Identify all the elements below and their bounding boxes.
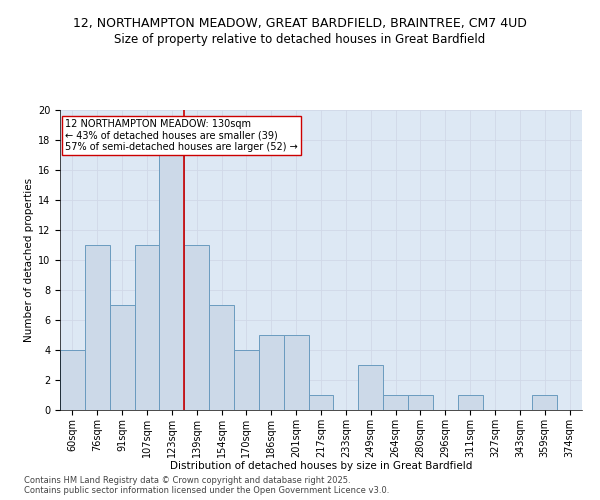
- X-axis label: Distribution of detached houses by size in Great Bardfield: Distribution of detached houses by size …: [170, 461, 472, 471]
- Bar: [284, 335, 308, 410]
- Y-axis label: Number of detached properties: Number of detached properties: [24, 178, 34, 342]
- Bar: [308, 395, 334, 410]
- Bar: [110, 305, 134, 410]
- Bar: [358, 365, 383, 410]
- Bar: [259, 335, 284, 410]
- Bar: [134, 245, 160, 410]
- Bar: [209, 305, 234, 410]
- Bar: [184, 245, 209, 410]
- Bar: [532, 395, 557, 410]
- Bar: [60, 350, 85, 410]
- Text: Contains HM Land Registry data © Crown copyright and database right 2025.
Contai: Contains HM Land Registry data © Crown c…: [24, 476, 389, 495]
- Text: 12, NORTHAMPTON MEADOW, GREAT BARDFIELD, BRAINTREE, CM7 4UD: 12, NORTHAMPTON MEADOW, GREAT BARDFIELD,…: [73, 18, 527, 30]
- Text: 12 NORTHAMPTON MEADOW: 130sqm
← 43% of detached houses are smaller (39)
57% of s: 12 NORTHAMPTON MEADOW: 130sqm ← 43% of d…: [65, 119, 298, 152]
- Bar: [160, 155, 184, 410]
- Bar: [458, 395, 482, 410]
- Bar: [234, 350, 259, 410]
- Bar: [383, 395, 408, 410]
- Bar: [408, 395, 433, 410]
- Bar: [85, 245, 110, 410]
- Text: Size of property relative to detached houses in Great Bardfield: Size of property relative to detached ho…: [115, 32, 485, 46]
